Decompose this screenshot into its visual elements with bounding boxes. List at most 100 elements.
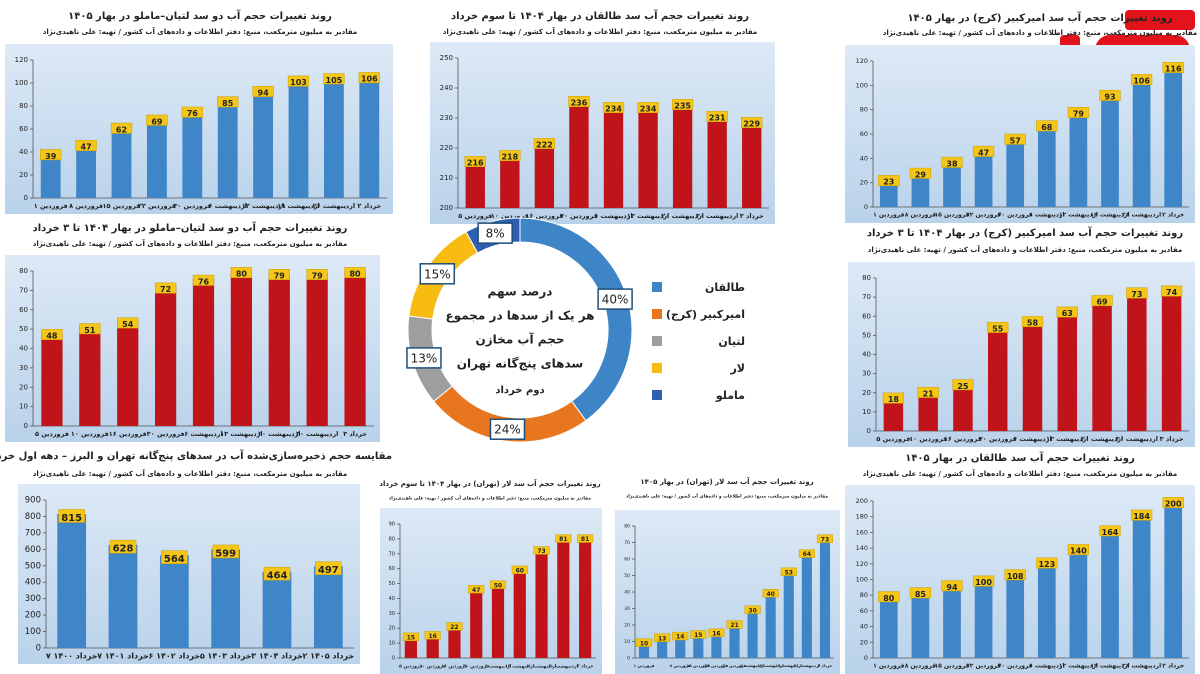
bar (987, 325, 1008, 431)
y-tick-label: 0 (627, 656, 630, 662)
y-tick-label: 10 (862, 408, 871, 416)
y-tick-label: 300 (25, 594, 41, 604)
bar (117, 321, 139, 426)
value-label-box (741, 117, 763, 129)
bar-chart: روند تغییرات حجم آب سد لار (تهران) در به… (615, 477, 840, 674)
value-label: 628 (113, 544, 134, 555)
value-label: 105 (326, 76, 343, 85)
value-label-box (1162, 497, 1184, 509)
bar (1164, 501, 1183, 658)
y-tick-label: 70 (19, 286, 28, 294)
value-label-box (972, 145, 995, 157)
value-label-box (972, 575, 995, 587)
y-tick-label: 180 (856, 513, 868, 521)
x-tick-label: ۳ خرداد (1160, 435, 1184, 443)
value-label: 140 (1070, 547, 1087, 556)
legend-swatch (652, 390, 662, 400)
bar (943, 584, 961, 658)
bar-chart: مقایسه حجم ذخیره‌سازی‌شده آب در سدهای پن… (0, 449, 392, 664)
value-label: 222 (536, 141, 553, 150)
y-tick-label: 30 (624, 606, 630, 612)
value-label: 216 (467, 159, 484, 168)
y-tick-label: 40 (389, 596, 395, 602)
bar (693, 633, 704, 658)
y-tick-label: 60 (862, 312, 871, 320)
bar (535, 549, 548, 658)
y-tick-label: 120 (856, 560, 868, 568)
x-tick-label: ۳۰ فروردین (723, 663, 747, 668)
y-tick-label: 220 (440, 144, 453, 152)
value-label-box (468, 585, 485, 594)
value-label: 106 (361, 75, 378, 84)
x-tick-label: ۶ اردیبهشت (184, 430, 222, 438)
y-tick-label: 20 (860, 179, 868, 187)
chart-title: روند تغییرات حجم آب سد طالقان در بهار ۱۴… (905, 451, 1135, 464)
bar (230, 271, 252, 426)
value-label-box (1036, 557, 1058, 569)
x-tick-label: ۱۲ اردیبهشت (1059, 663, 1098, 670)
x-tick-label: ۵ فروردین (399, 665, 423, 670)
bar (675, 634, 686, 658)
value-label: 58 (1027, 319, 1039, 328)
legend-swatch (652, 363, 662, 373)
x-tick-label: ۳۰ فروردین (998, 663, 1033, 670)
chart-title: روند تغییرات حجم آب سد امیرکبیر (کرج) در… (907, 11, 1172, 24)
x-tick-label: ۱۹ اردیبهشت (1090, 663, 1129, 670)
value-label: 51 (84, 326, 96, 335)
value-label: 81 (581, 536, 589, 543)
chart-subtitle: مقادیر به میلیون مترمکعب، منبع: دفتر اطل… (33, 239, 347, 248)
value-label: 599 (215, 548, 236, 559)
y-tick-label: 0 (24, 422, 28, 430)
x-tick-label: ۱۲ اردیبهشت (1059, 212, 1098, 219)
value-label: 234 (605, 105, 622, 114)
y-tick-label: 900 (25, 496, 41, 506)
y-tick-label: 30 (862, 370, 871, 378)
bar (192, 278, 215, 426)
y-tick-label: 90 (389, 522, 395, 528)
value-label-box (146, 114, 168, 126)
y-tick-label: 500 (25, 561, 41, 571)
bar (306, 272, 328, 426)
bar (1037, 124, 1056, 207)
legend-swatch (652, 309, 662, 319)
x-tick-label: ۲ خرداد (818, 663, 833, 668)
bar (1057, 310, 1078, 431)
value-label: 73 (537, 548, 545, 555)
value-label: 200 (1165, 500, 1182, 509)
value-label: 48 (46, 332, 58, 341)
y-tick-label: 210 (440, 174, 453, 182)
y-tick-label: 80 (862, 274, 871, 282)
value-label: 50 (494, 582, 502, 589)
value-label: 235 (674, 102, 691, 111)
legend-label: ماملو (715, 389, 745, 402)
bar (1069, 110, 1088, 207)
y-tick-label: 40 (862, 351, 871, 359)
value-label: 815 (61, 513, 82, 524)
y-tick-label: 40 (860, 154, 868, 162)
value-label-box (635, 638, 653, 647)
bar (943, 160, 961, 207)
bar (672, 103, 693, 208)
value-label: 21 (730, 622, 738, 629)
x-tick-label: ۱۲ اردیبهشت (242, 202, 284, 210)
value-label-box (555, 534, 572, 543)
x-tick-label: ۶ اردیبهشت (485, 665, 512, 670)
value-label: 62 (116, 125, 127, 134)
bar (1006, 137, 1025, 207)
bar (1132, 513, 1151, 658)
x-tick-label: ۶ اردیبهشت (1029, 212, 1064, 219)
value-label: 16 (428, 633, 436, 640)
value-label-box (154, 282, 177, 294)
bar (404, 635, 417, 658)
y-tick-label: 100 (856, 576, 868, 584)
x-tick-label: ۱۹ اردیبهشت (1090, 212, 1129, 219)
value-label: 25 (957, 382, 969, 391)
legend-label: امیرکبیر (کرج) (666, 308, 745, 322)
value-label: 80 (883, 594, 895, 603)
value-label-box (762, 589, 779, 598)
value-label: 497 (318, 565, 339, 576)
value-label: 13 (658, 635, 666, 642)
value-label: 13% (411, 351, 438, 365)
value-label-box (1067, 106, 1090, 118)
